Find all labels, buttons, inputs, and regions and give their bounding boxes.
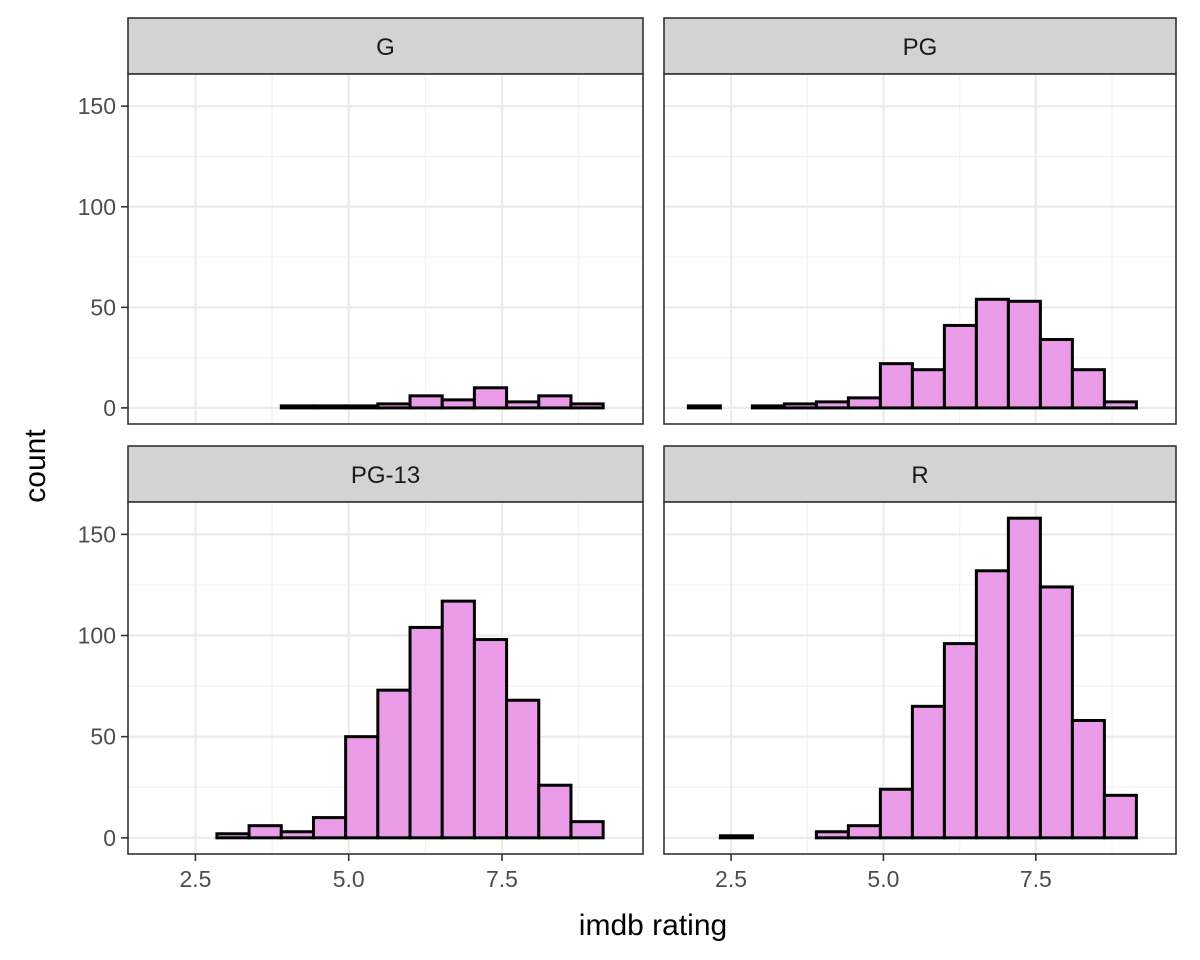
- histogram-bar: [846, 396, 882, 410]
- histogram-bar: [686, 404, 722, 410]
- histogram-bar: [942, 642, 978, 840]
- panels-layer: G 0 50 100 150 PG PG-13 0 50 100 150 2.5 5.0 7.5 R 2.5 5…: [78, 17, 1177, 892]
- histogram-bar: [247, 824, 283, 840]
- histogram-bar: [1070, 718, 1106, 840]
- histogram-bar: [440, 599, 476, 840]
- histogram-bar: [942, 323, 978, 410]
- histogram-bar: [878, 362, 914, 410]
- histogram-bar: [408, 625, 444, 840]
- histogram-bar: [537, 394, 573, 410]
- histogram-bar: [910, 704, 946, 840]
- panel-g: G 0 50 100 150: [78, 17, 644, 425]
- y-tick-label: 0: [103, 395, 116, 421]
- x-tick-label: 2.5: [715, 866, 747, 892]
- histogram-bar: [910, 368, 946, 410]
- x-tick-label: 7.5: [1020, 866, 1052, 892]
- panel-border: [127, 501, 644, 855]
- panel-pg: PG: [663, 17, 1177, 425]
- histogram-bar: [750, 404, 786, 410]
- histogram-bar: [1006, 299, 1042, 410]
- histogram-bar: [1038, 585, 1074, 840]
- histogram-bar: [279, 404, 315, 410]
- x-tick-label: 2.5: [179, 866, 211, 892]
- facet-strip-label: R: [911, 462, 928, 489]
- panel-background: [128, 74, 643, 424]
- histogram-bar: [1070, 368, 1106, 410]
- histogram-bar: [1102, 400, 1138, 410]
- panel-border: [663, 73, 1177, 425]
- histogram-bar: [569, 402, 605, 410]
- histogram-bar: [311, 816, 348, 840]
- histogram-bar: [279, 830, 315, 840]
- histogram-bar: [344, 404, 380, 410]
- facet-strip: [663, 445, 1177, 503]
- histogram-bar: [718, 834, 754, 840]
- histogram-bar: [505, 698, 541, 840]
- facet-strip: [127, 445, 644, 503]
- x-tick-label: 5.0: [333, 866, 365, 892]
- panel-border: [127, 73, 644, 425]
- histogram-bar: [569, 820, 605, 840]
- histogram-bar: [782, 402, 818, 410]
- y-tick-label: 0: [103, 825, 116, 851]
- histogram-bar: [215, 832, 251, 840]
- facet-strip-label: PG: [903, 34, 938, 61]
- histogram-bar: [408, 394, 444, 410]
- histogram-bar: [376, 402, 412, 410]
- y-tick-label: 50: [90, 294, 116, 320]
- facet-strip-label: G: [376, 34, 395, 61]
- histogram-bar: [814, 400, 850, 410]
- histogram-bar: [344, 735, 380, 840]
- panel-background: [664, 74, 1176, 424]
- y-tick-label: 150: [78, 521, 116, 547]
- panel-border: [663, 501, 1177, 855]
- panel-r: R 2.5 5.0 7.5: [663, 445, 1177, 892]
- histogram-bar: [311, 404, 348, 410]
- x-tick-label: 7.5: [486, 866, 518, 892]
- histogram-bar: [472, 638, 509, 840]
- x-tick-label: 5.0: [867, 866, 899, 892]
- facet-strip: [663, 17, 1177, 75]
- y-tick-label: 100: [78, 623, 116, 649]
- histogram-bar: [376, 688, 412, 840]
- panel-pg-13: PG-13 0 50 100 150 2.5 5.0 7.5: [78, 445, 644, 892]
- histogram-bar: [974, 297, 1010, 410]
- histogram-bar: [1038, 338, 1074, 410]
- histogram-bar: [846, 824, 882, 840]
- facet-strip: [127, 17, 644, 75]
- histogram-bar: [974, 569, 1010, 840]
- y-axis-title: count: [19, 429, 52, 503]
- x-axis-title: imdb rating: [579, 909, 727, 942]
- histogram-bar: [1006, 516, 1042, 840]
- y-tick-label: 150: [78, 93, 116, 119]
- histogram-bar: [440, 398, 476, 410]
- y-tick-label: 100: [78, 194, 116, 220]
- histogram-bar: [537, 783, 573, 840]
- histogram-bar: [472, 386, 509, 410]
- y-tick-label: 50: [90, 724, 116, 750]
- histogram-bar: [878, 787, 914, 840]
- histogram-bar: [505, 400, 541, 410]
- histogram-bar: [814, 830, 850, 840]
- facet-strip-label: PG-13: [351, 462, 420, 489]
- histogram-bar: [1102, 793, 1138, 840]
